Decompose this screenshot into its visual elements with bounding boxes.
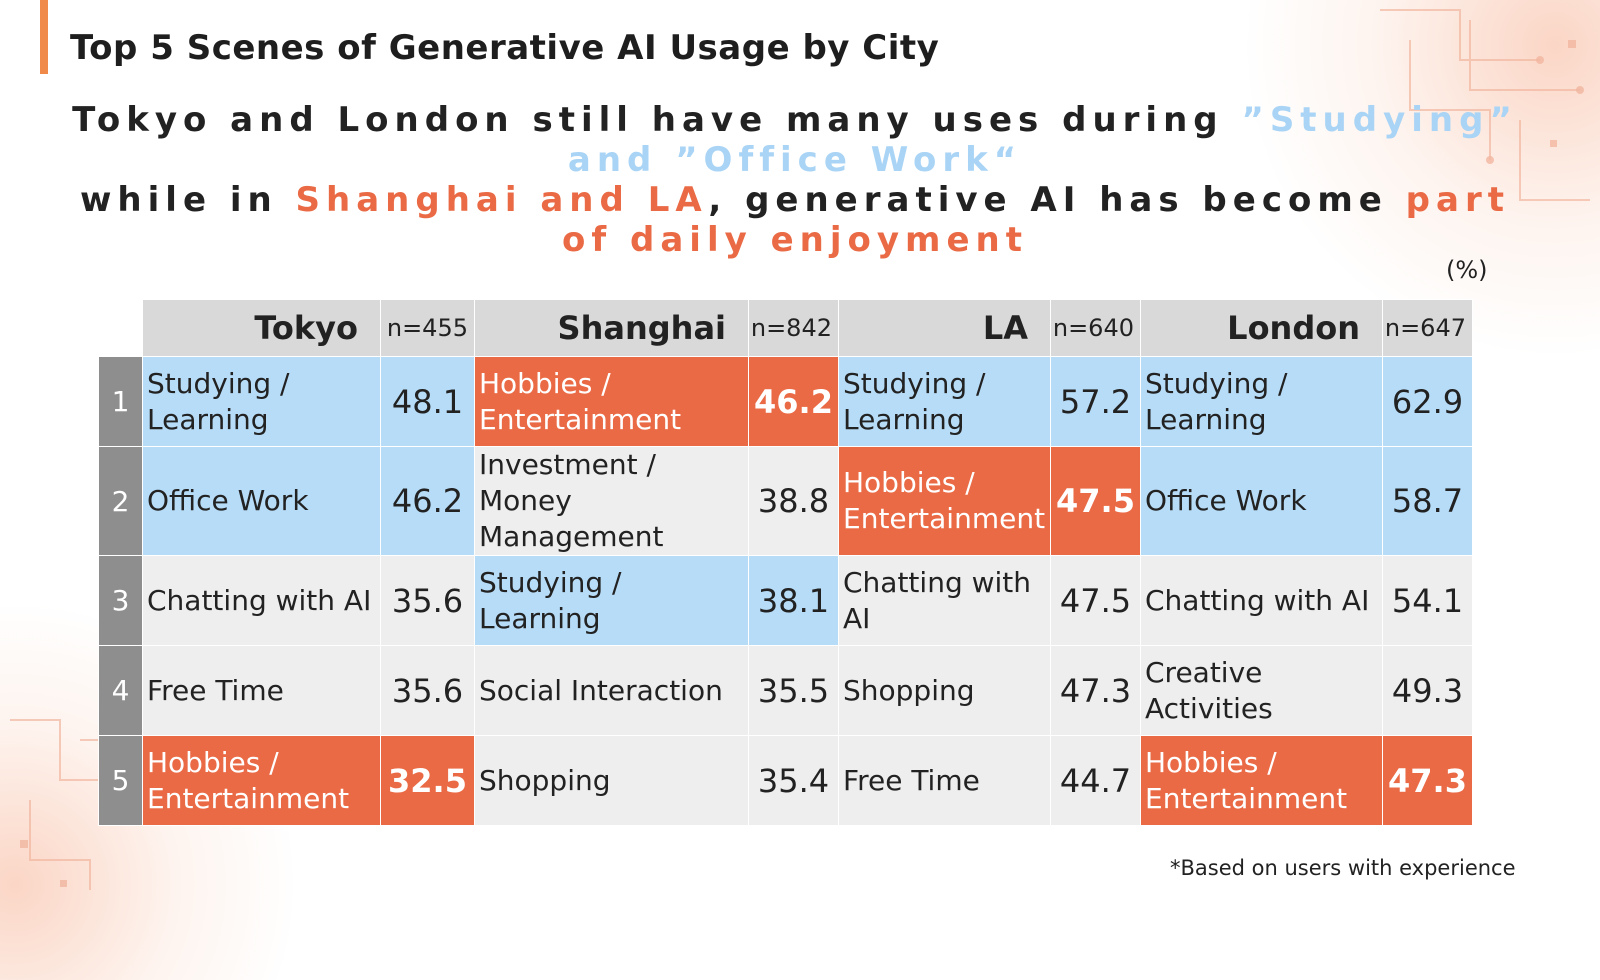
scene-cell-la: Chatting with AI — [838, 555, 1051, 646]
value-cell-tokyo: 35.6 — [380, 555, 475, 646]
headline-line-1: Tokyo and London still have many uses du… — [70, 100, 1520, 180]
rank-number: 4 — [98, 645, 143, 736]
value-cell-shanghai: 35.5 — [748, 645, 839, 736]
value-cell-tokyo: 48.1 — [380, 356, 475, 447]
value-cell-shanghai: 38.1 — [748, 555, 839, 646]
scene-cell-tokyo: Free Time — [142, 645, 381, 736]
circuit-decoration-top-right — [1380, 9, 1590, 201]
value-cell-la: 47.5 — [1050, 555, 1141, 646]
table-row: 5 Hobbies / Entertainment 32.5 Shopping 35.4… — [98, 735, 1473, 826]
headline: Tokyo and London still have many uses du… — [70, 100, 1520, 260]
value-cell-la: 47.3 — [1050, 645, 1141, 736]
table-header-corner — [99, 300, 143, 357]
table-header-row: Tokyo n=455 Shanghai n=842 LA n=640 London n=64… — [99, 299, 1473, 357]
city-header-la: LA — [838, 299, 1051, 357]
title-accent-bar — [40, 0, 48, 74]
scene-cell-la: Shopping — [838, 645, 1051, 736]
value-cell-shanghai: 35.4 — [748, 735, 839, 826]
footnote: *Based on users with experience — [1170, 856, 1516, 880]
value-cell-london: 49.3 — [1382, 645, 1473, 736]
scene-cell-shanghai: Studying / Learning — [474, 555, 749, 646]
sample-size-tokyo: n=455 — [380, 299, 475, 357]
scene-cell-tokyo: Office Work — [142, 446, 381, 556]
scene-cell-shanghai: Investment / Money Management — [474, 446, 749, 556]
headline-text-2: while in — [80, 180, 296, 220]
rank-number: 3 — [98, 555, 143, 646]
scene-cell-shanghai: Social Interaction — [474, 645, 749, 736]
scene-cell-tokyo: Hobbies / Entertainment — [142, 735, 381, 826]
value-cell-tokyo: 35.6 — [380, 645, 475, 736]
rank-number: 2 — [98, 446, 143, 556]
value-cell-tokyo: 32.5 — [380, 735, 475, 826]
sample-size-london: n=647 — [1382, 299, 1473, 357]
headline-highlight-enjoyment: part of daily enjoyment — [562, 180, 1510, 260]
city-header-shanghai: Shanghai — [474, 299, 749, 357]
rank-number: 1 — [98, 356, 143, 447]
table-row: 4 Free Time 35.6 Social Interaction 35.5 Shop… — [98, 645, 1473, 736]
headline-text-3: , generative AI has become — [708, 180, 1406, 220]
table-row: 2 Office Work 46.2 Investment / Money Manag… — [98, 446, 1473, 556]
value-cell-london: 54.1 — [1382, 555, 1473, 646]
rank-number: 5 — [98, 735, 143, 826]
table-row: 3 Chatting with AI 35.6 Studying / Learning… — [98, 555, 1473, 646]
headline-text-1: Tokyo and London still have many uses du… — [72, 100, 1242, 140]
city-header-tokyo: Tokyo — [142, 299, 381, 357]
scene-cell-london: Hobbies / Entertainment — [1140, 735, 1383, 826]
scene-cell-london: Office Work — [1140, 446, 1383, 556]
sample-size-la: n=640 — [1050, 299, 1141, 357]
value-cell-london: 62.9 — [1382, 356, 1473, 447]
scene-cell-london: Studying / Learning — [1140, 356, 1383, 447]
value-cell-la: 47.5 — [1050, 446, 1141, 556]
unit-label: (%) — [1446, 256, 1488, 284]
scene-cell-london: Chatting with AI — [1140, 555, 1383, 646]
value-cell-la: 57.2 — [1050, 356, 1141, 447]
scene-cell-la: Studying / Learning — [838, 356, 1051, 447]
scene-cell-tokyo: Chatting with AI — [142, 555, 381, 646]
value-cell-la: 44.7 — [1050, 735, 1141, 826]
scene-cell-la: Free Time — [838, 735, 1051, 826]
ranking-table: Tokyo n=455 Shanghai n=842 LA n=640 London n=64… — [98, 299, 1473, 826]
scene-cell-la: Hobbies / Entertainment — [838, 446, 1051, 556]
headline-highlight-studying-office: ”Studying” and ”Office Work“ — [567, 100, 1518, 180]
value-cell-shanghai: 46.2 — [748, 356, 839, 447]
scene-cell-tokyo: Studying / Learning — [142, 356, 381, 447]
sample-size-shanghai: n=842 — [748, 299, 839, 357]
table-row: 1 Studying / Learning 48.1 Hobbies / Entert… — [98, 356, 1473, 447]
scene-cell-london: Creative Activities — [1140, 645, 1383, 736]
headline-line-2: while in Shanghai and LA, generative AI … — [70, 180, 1520, 260]
value-cell-tokyo: 46.2 — [380, 446, 475, 556]
headline-highlight-shanghai-la: Shanghai and LA — [295, 180, 709, 220]
value-cell-shanghai: 38.8 — [748, 446, 839, 556]
value-cell-london: 58.7 — [1382, 446, 1473, 556]
value-cell-london: 47.3 — [1382, 735, 1473, 826]
scene-cell-shanghai: Shopping — [474, 735, 749, 826]
page-title: Top 5 Scenes of Generative AI Usage by C… — [70, 28, 940, 68]
city-header-london: London — [1140, 299, 1383, 357]
scene-cell-shanghai: Hobbies / Entertainment — [474, 356, 749, 447]
